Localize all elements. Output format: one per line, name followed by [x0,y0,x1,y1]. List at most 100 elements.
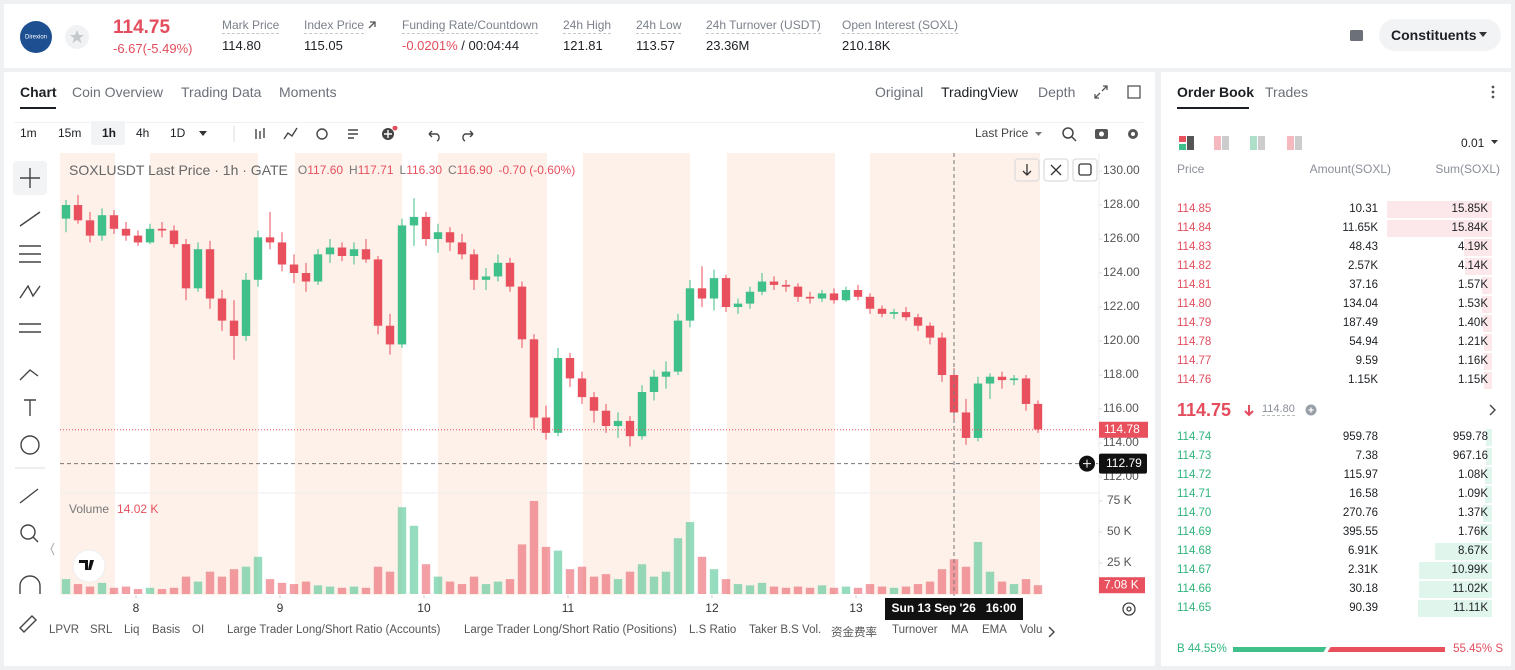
ob-price: 114.78 [1177,336,1212,348]
candle-body [337,247,347,257]
ob-row: 114.78 54.94 1.21K [1161,333,1501,352]
candle-body [457,242,467,255]
ob-price: 114.83 [1177,241,1212,253]
chart-setting-icons[interactable] [1034,126,1144,142]
tab[interactable]: Trading Data [181,84,262,100]
indicator[interactable]: LPVR [49,624,80,636]
indicator[interactable]: Liq [124,624,140,636]
volume-bar [301,581,311,594]
stat-value: 115.05 [304,38,343,53]
ob-price: 114.79 [1177,317,1212,329]
indicator[interactable]: Turnover [892,624,938,636]
book-icon[interactable] [1348,27,1366,45]
y-tick-label: 130.00 [1103,163,1140,177]
y-tick-label: 126.00 [1103,231,1140,245]
candle-body [697,288,707,299]
chart-bottom-icons[interactable] [1122,602,1136,616]
indicator[interactable]: 资金费率 [831,627,877,639]
candle-body [565,358,575,379]
panel-icons[interactable] [1093,84,1153,102]
indicator[interactable]: SRL [90,624,113,636]
interval[interactable]: 4h [136,126,150,140]
volume-bar [637,564,647,594]
x-tick-label: 8 [133,601,140,615]
indicator[interactable]: Volu [1020,624,1043,636]
y-tick-label: 118.00 [1103,367,1139,381]
volume-bar [337,587,347,594]
view-tab[interactable]: Original [875,84,924,100]
ob-price: 114.80 [1177,298,1212,310]
candle-body [805,296,815,299]
chart-tool-icons[interactable] [196,126,486,142]
candle-body [373,259,383,326]
ob-amount: 30.18 [1349,583,1378,595]
ob-tab-active[interactable]: Order Book [1177,84,1255,100]
indicator[interactable]: L.S Ratio [689,624,737,636]
ob-sum: 11.02K [1452,583,1488,595]
ob-amount: 9.59 [1355,355,1378,367]
precision[interactable]: 0.01 [1461,136,1485,150]
candle-body [841,290,851,301]
candle-body [145,228,155,243]
interval-active[interactable]: 1h [102,126,117,140]
depth-bar [1482,505,1492,522]
ob-mark-price: 114.80 [1262,403,1295,416]
legend-value: 117.60 [307,163,343,177]
interval[interactable]: 1D [170,126,186,140]
depth-bar [1387,220,1492,237]
candle-body [685,288,695,321]
candle-body [109,215,119,229]
indicator[interactable]: Basis [152,624,181,636]
indicator[interactable]: OI [192,624,205,636]
volume-bar [817,585,827,594]
ob-sum: 1.21K [1457,336,1488,348]
ob-amount: 6.91K [1347,545,1378,557]
legend-key: L [400,163,407,177]
view-tab-active[interactable]: TradingView [941,84,1019,100]
candle-body [649,376,659,393]
indicator[interactable]: Taker B.S Vol. [749,624,822,636]
volume-bar [445,581,455,594]
tab-active[interactable]: Chart [20,84,57,100]
indicator[interactable]: EMA [982,624,1007,636]
tab[interactable]: Coin Overview [72,84,164,100]
depth-bar [1418,600,1492,617]
indicator[interactable]: Large Trader Long/Short Ratio (Positions… [464,624,677,636]
volume-bar [769,586,779,594]
ob-price: 114.82 [1177,260,1212,272]
drawing-toolbar[interactable] [10,158,50,648]
interval[interactable]: 1m [20,126,37,140]
tab[interactable]: Moments [279,84,337,100]
interval[interactable]: 15m [58,126,82,140]
link-icon[interactable] [366,19,378,31]
volume-bar [541,546,551,594]
indicator[interactable]: Large Trader Long/Short Ratio (Accounts) [227,624,441,636]
ob-tab[interactable]: Trades [1265,84,1309,100]
divider [14,122,1144,123]
ob-amount: 2.57K [1347,260,1378,272]
ob-amount: 48.43 [1349,241,1378,253]
ob-sum: 1.76K [1457,526,1488,538]
candle-body [769,281,779,285]
indicator[interactable]: MA [951,624,969,636]
chart-top-buttons[interactable] [1014,158,1098,182]
ob-price: 114.65 [1177,602,1212,614]
view-tab[interactable]: Depth [1038,84,1076,100]
volume-bar [937,569,947,594]
price-type[interactable]: Last Price [975,126,1029,140]
candle-body [301,273,311,282]
chevron[interactable] [1487,403,1499,417]
constituents-button[interactable]: Constituents [1379,19,1501,51]
scroll-right[interactable] [1044,624,1060,640]
book-view-icons[interactable] [1177,134,1307,152]
favorite-icon[interactable] [64,24,90,50]
shade [870,153,1040,595]
more-icon[interactable] [1488,84,1498,100]
ob-price: 114.81 [1177,279,1212,291]
asks: 114.85 10.31 15.85K 114.84 11.65K 15.84K 114.8… [1161,200,1511,392]
x-tick-label: 12 [705,601,719,615]
depth-bar [1480,524,1492,541]
candle-body [877,308,887,314]
collapse-arrow[interactable] [50,542,55,556]
candle-body [613,420,623,427]
